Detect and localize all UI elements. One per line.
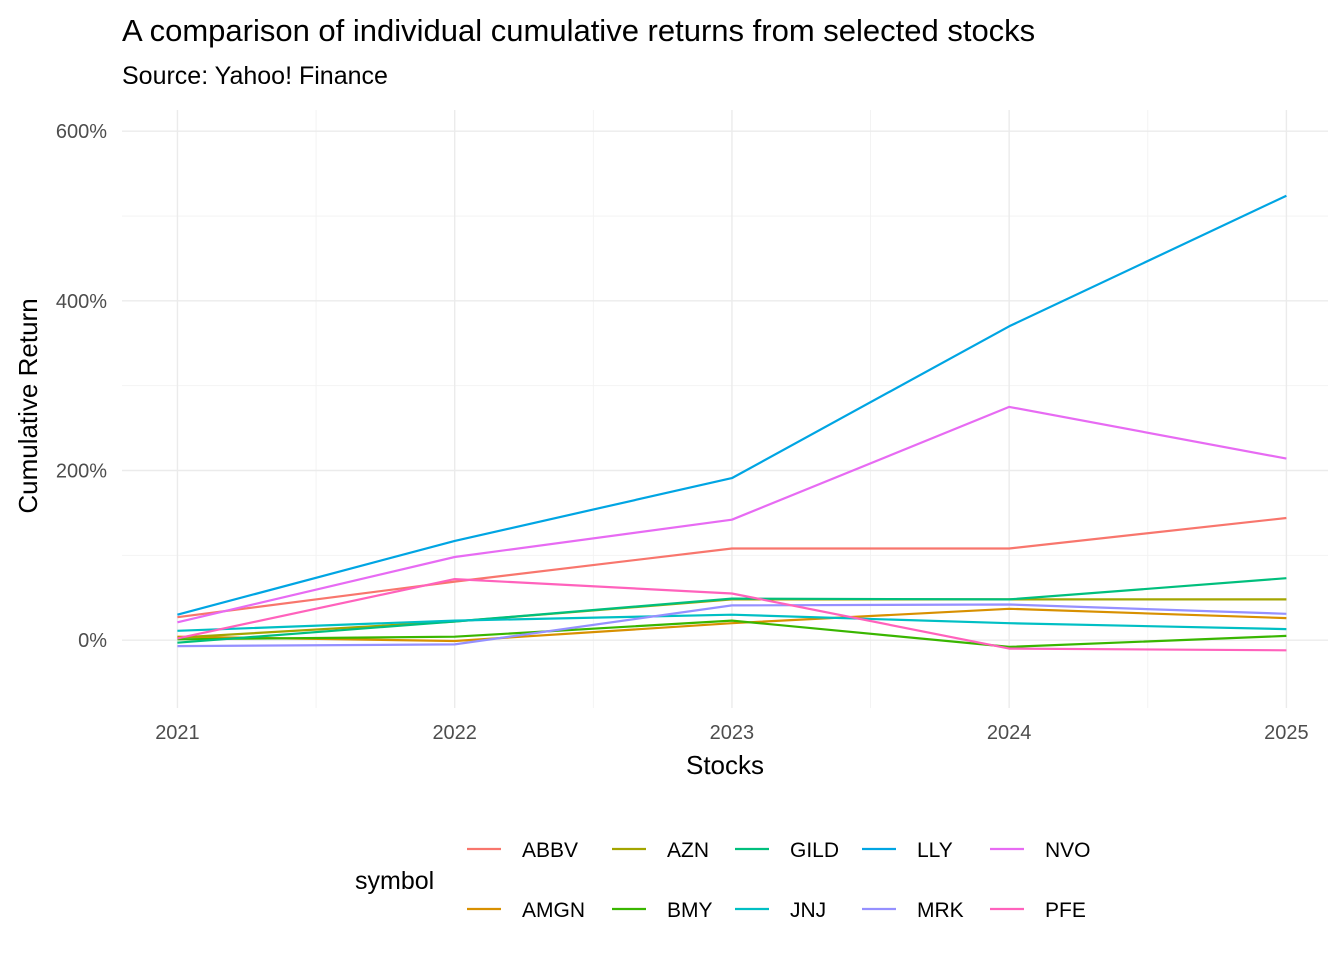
x-tick-label: 2025 (1264, 722, 1309, 744)
legend-item-nvo: NVO (990, 839, 1091, 862)
legend-label: MRK (917, 899, 964, 922)
x-axis-ticks: 2021 2022 2023 2024 2025 (155, 722, 1308, 744)
x-tick-label: 2024 (987, 722, 1032, 744)
legend-item-mrk: MRK (862, 899, 964, 922)
series-line-abbv (177, 516, 1287, 619)
legend-item-jnj: JNJ (735, 899, 826, 922)
legend-label: PFE (1045, 899, 1086, 922)
y-tick-label: 600% (56, 121, 107, 143)
legend-label: NVO (1045, 839, 1091, 862)
x-tick-label: 2021 (155, 722, 200, 744)
y-tick-label: 400% (56, 291, 107, 313)
legend-label: AZN (667, 839, 709, 862)
y-axis-title: Cumulative Return (13, 298, 43, 513)
legend-item-bmy: BMY (612, 899, 713, 922)
chart-title: A comparison of individual cumulative re… (122, 13, 1035, 48)
x-axis-title: Stocks (686, 750, 764, 780)
legend-label: ABBV (522, 839, 578, 862)
series-line-mrk (177, 603, 1287, 648)
series-line-gild (177, 577, 1287, 644)
x-tick-label: 2022 (432, 722, 477, 744)
legend-label: LLY (917, 839, 953, 862)
y-tick-label: 200% (56, 460, 107, 482)
legend-item-amgn: AMGN (467, 899, 585, 922)
x-tick-label: 2023 (710, 722, 755, 744)
chart-subtitle: Source: Yahoo! Finance (122, 62, 388, 90)
legend-item-gild: GILD (735, 839, 839, 862)
legend-items: ABBV AMGN AZN BMY GILD JNJ LLY MRK NVO PFE (467, 839, 1091, 922)
legend-title: symbol (355, 867, 434, 895)
legend-label: BMY (667, 899, 713, 922)
legend-label: GILD (790, 839, 839, 862)
series-line-amgn (177, 607, 1287, 643)
y-axis-ticks: 0% 200% 400% 600% (56, 121, 107, 652)
y-tick-label: 0% (78, 630, 107, 652)
series-line-bmy (177, 619, 1287, 649)
legend-item-pfe: PFE (990, 899, 1086, 922)
legend: symbol ABBV AMGN AZN BMY GILD JNJ LLY MRK NVO PFE (355, 839, 1091, 922)
legend-label: JNJ (790, 899, 826, 922)
grid (122, 110, 1328, 708)
series-lines (177, 194, 1287, 652)
series-line-jnj (177, 613, 1287, 632)
series-line-pfe (177, 577, 1287, 652)
series-line-lly (177, 194, 1287, 616)
legend-item-azn: AZN (612, 839, 709, 862)
legend-item-abbv: ABBV (467, 839, 578, 862)
legend-item-lly: LLY (862, 839, 953, 862)
series-line-nvo (177, 405, 1287, 624)
legend-label: AMGN (522, 899, 585, 922)
